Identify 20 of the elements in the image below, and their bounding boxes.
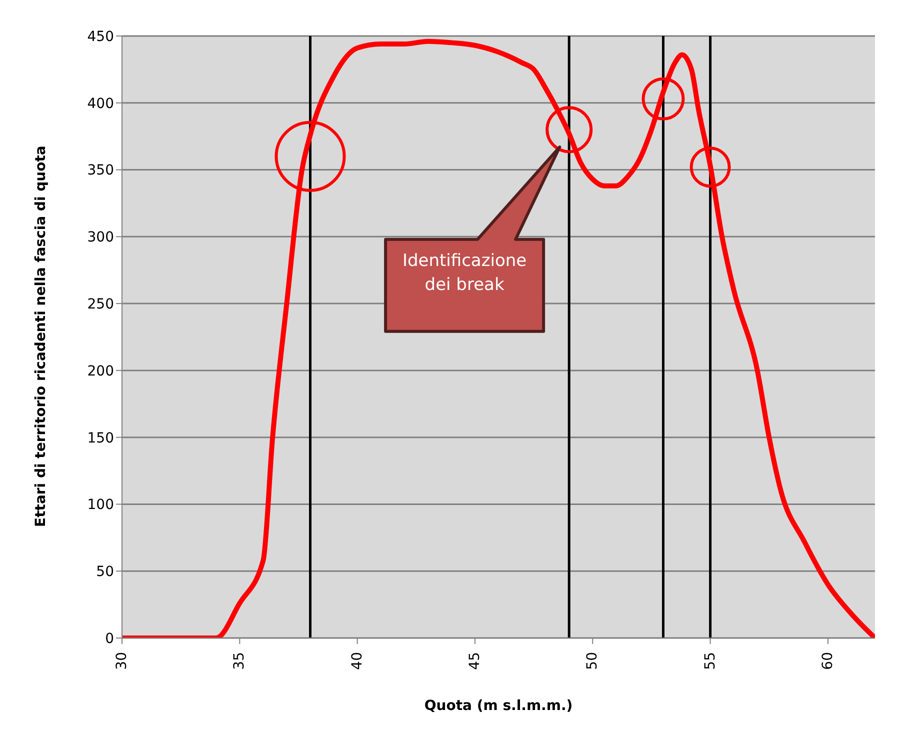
y-tick-label: 300: [87, 230, 114, 246]
y-tick-label: 350: [87, 162, 114, 179]
x-tick-label: 50: [584, 652, 601, 670]
y-tick-label: 0: [105, 630, 114, 647]
annotation: Identificazione dei break: [401, 250, 528, 298]
y-tick-label: 450: [87, 28, 114, 45]
x-tick-label: 45: [466, 652, 483, 670]
y-tick-label: 50: [96, 564, 114, 580]
y-tick-label: 100: [87, 497, 114, 514]
x-axis-title: Quota (m s.l.m.m.): [424, 698, 573, 714]
y-axis-title: Ettari di territorio ricadenti nella fascia di quota: [32, 146, 49, 527]
x-tick-label: 35: [232, 652, 248, 670]
y-tick-label: 400: [87, 96, 114, 112]
y-tick-label: 200: [87, 363, 114, 380]
x-tick-label: 30: [114, 652, 130, 670]
x-tick-label: 40: [349, 652, 366, 670]
x-tick-label: 55: [702, 652, 718, 670]
y-tick-label: 150: [87, 430, 114, 446]
x-tick-label: 60: [820, 652, 836, 670]
y-tick-label: 250: [87, 296, 114, 313]
